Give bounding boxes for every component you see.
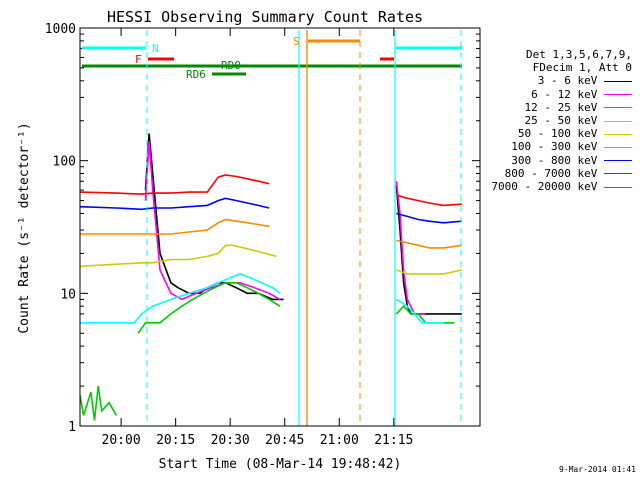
y-axis-label: Count Rate (s⁻¹ detector⁻¹) <box>17 122 32 333</box>
series-line-5 <box>80 218 462 249</box>
legend: Det 1,3,5,6,7,9, FDecim 1, Att 0 3 - 6 k… <box>491 48 632 193</box>
flag-label-n: N <box>152 42 159 55</box>
legend-header-line-1: Det 1,3,5,6,7,9, <box>526 48 632 61</box>
x-tick-label-1: 20:15 <box>156 433 195 448</box>
plot-frame <box>79 27 481 427</box>
x-tick-label-3: 20:45 <box>265 433 304 448</box>
series-line-1 <box>144 141 426 315</box>
legend-entry-7: 800 - 7000 keV <box>491 167 632 180</box>
legend-entry-swatch <box>604 186 632 188</box>
flag-label-f: F <box>135 53 142 66</box>
legend-entry-label: 6 - 12 keV <box>531 87 604 101</box>
flag-label-s: S <box>293 35 300 48</box>
legend-entry-swatch <box>604 120 632 122</box>
legend-entry-1: 6 - 12 keV <box>491 88 632 101</box>
flag-label-rd6: RD6 <box>186 68 206 81</box>
legend-entry-swatch <box>604 94 632 96</box>
x-tick-label-5: 21:15 <box>374 433 413 448</box>
legend-entry-swatch <box>604 107 632 109</box>
series-line-3 <box>80 273 444 324</box>
legend-entry-label: 300 - 800 keV <box>511 153 604 167</box>
legend-entry-label: 50 - 100 keV <box>517 127 604 141</box>
series-line-6 <box>79 197 462 224</box>
legend-entry-label: 3 - 6 keV <box>537 74 604 88</box>
y-tick-label-0: 1 <box>68 420 76 435</box>
legend-entry-label: 12 - 25 keV <box>524 100 604 114</box>
legend-entry-label: 800 - 7000 keV <box>504 166 604 180</box>
timestamp: 9-Mar-2014 01:41 <box>558 465 636 474</box>
legend-entry-2: 12 - 25 keV <box>491 101 632 114</box>
legend-entry-swatch <box>604 160 632 162</box>
legend-entry-label: 7000 - 20000 keV <box>491 180 604 194</box>
legend-entry-8: 7000 - 20000 keV <box>491 180 632 193</box>
series-line-0 <box>144 133 462 315</box>
legend-entry-swatch <box>604 80 632 82</box>
series-line-7 <box>79 174 462 207</box>
x-tick-label-2: 20:30 <box>211 433 250 448</box>
legend-entry-swatch <box>604 146 632 148</box>
axis-ticks: 20:00 20:15 20:30 20:45 21:00 21:15 1 10 100 1000 <box>45 22 480 448</box>
legend-entry-6: 300 - 800 keV <box>491 154 632 167</box>
series-line-4 <box>79 244 462 275</box>
x-axis-label: Start Time (08-Mar-14 19:48:42) <box>159 457 402 472</box>
legend-entry-label: 25 - 50 keV <box>524 114 604 128</box>
y-tick-label-3: 1000 <box>45 22 76 37</box>
legend-entry-swatch <box>604 173 632 175</box>
chart-title: HESSI Observing Summary Count Rates <box>107 8 423 26</box>
legend-entry-swatch <box>604 133 632 135</box>
legend-entry-label: 100 - 300 keV <box>511 140 604 154</box>
legend-header-line-2: FDecim 1, Att 0 <box>532 61 632 75</box>
x-tick-label-4: 21:00 <box>320 433 359 448</box>
flags-layer: NF S RD0 RD6 <box>82 30 462 426</box>
y-tick-label-1: 10 <box>60 287 76 302</box>
legend-entry-3: 25 - 50 keV <box>491 114 632 127</box>
legend-entry-0: 3 - 6 keV <box>491 74 632 87</box>
y-tick-label-2: 100 <box>53 155 76 170</box>
flag-label-rd0: RD0 <box>221 59 241 72</box>
x-tick-label-0: 20:00 <box>102 433 141 448</box>
legend-entry-5: 100 - 300 keV <box>491 140 632 153</box>
series-layer <box>79 133 462 421</box>
series-line-2 <box>79 282 455 421</box>
legend-entry-4: 50 - 100 keV <box>491 127 632 140</box>
